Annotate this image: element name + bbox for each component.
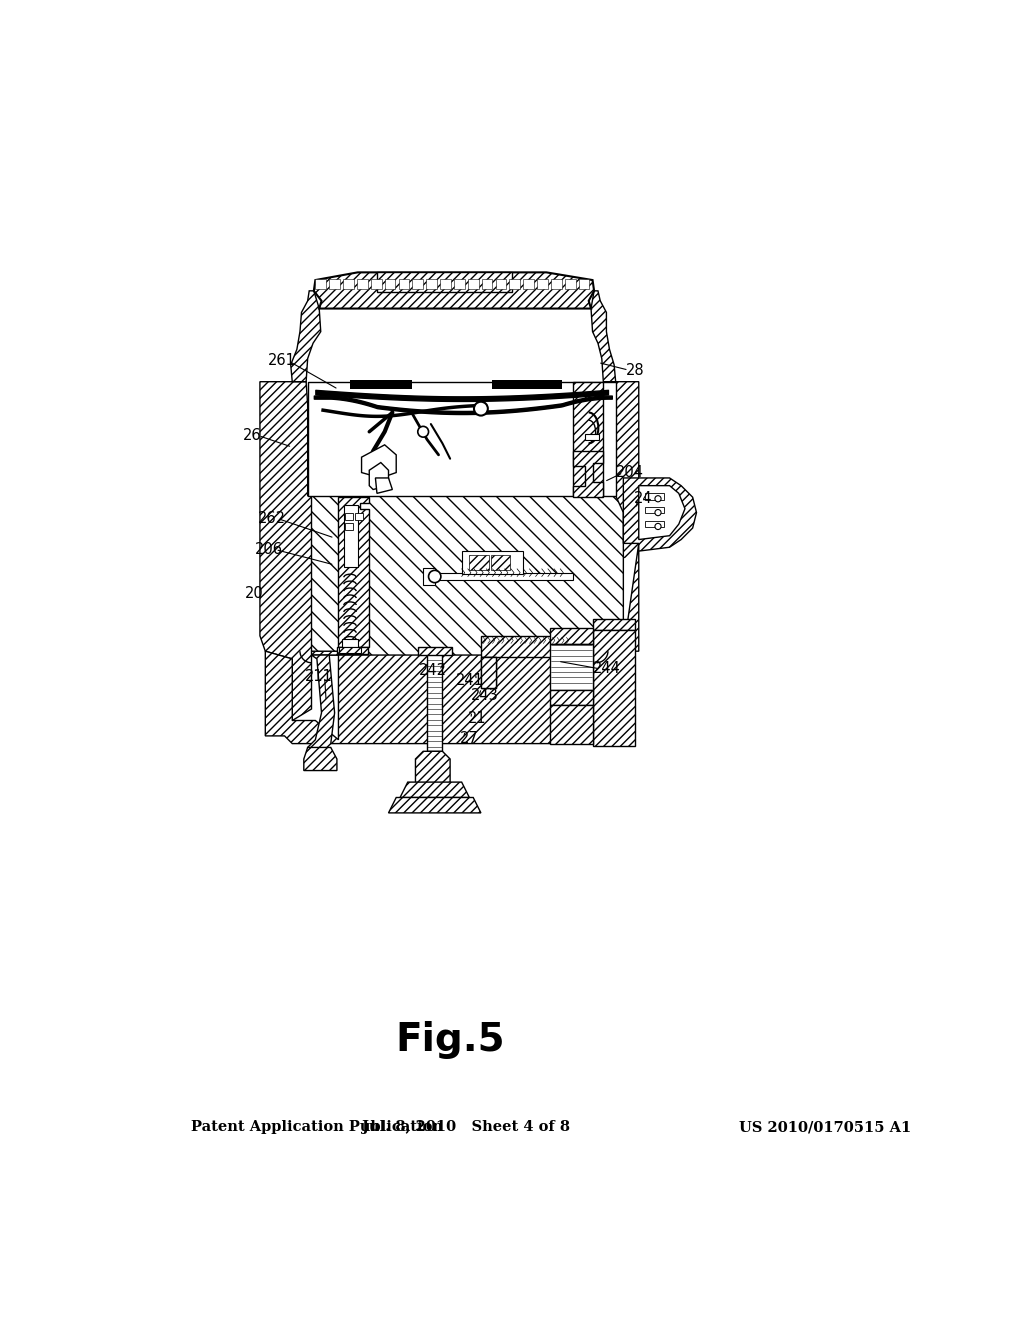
Bar <box>355 512 364 520</box>
Bar <box>343 280 354 289</box>
Bar <box>565 280 575 289</box>
Text: 28: 28 <box>626 363 644 378</box>
Circle shape <box>655 523 662 529</box>
Text: 21: 21 <box>468 711 486 726</box>
Bar <box>645 494 665 499</box>
Text: Fig.5: Fig.5 <box>395 1022 505 1059</box>
Bar <box>345 512 353 520</box>
Bar <box>344 504 357 566</box>
Text: 211: 211 <box>304 669 333 684</box>
Bar <box>593 619 635 631</box>
Bar <box>330 280 340 289</box>
Bar <box>550 628 593 644</box>
Bar <box>413 280 423 289</box>
Polygon shape <box>291 290 321 381</box>
Bar <box>307 381 615 496</box>
Bar <box>440 280 451 289</box>
Bar <box>550 690 593 705</box>
Bar <box>315 280 326 289</box>
Bar <box>377 272 512 292</box>
Text: 24: 24 <box>634 491 652 507</box>
Bar <box>462 552 523 574</box>
Bar <box>423 568 435 585</box>
Bar <box>645 521 665 527</box>
Bar <box>585 434 599 441</box>
Text: 242: 242 <box>419 663 447 678</box>
Bar <box>481 280 493 289</box>
Text: 206: 206 <box>255 543 284 557</box>
Polygon shape <box>265 544 639 743</box>
Bar <box>371 280 382 289</box>
Text: US 2010/0170515 A1: US 2010/0170515 A1 <box>739 1121 911 1134</box>
Polygon shape <box>370 462 388 490</box>
Bar <box>426 280 437 289</box>
Text: 204: 204 <box>615 465 643 480</box>
Circle shape <box>655 495 662 502</box>
Polygon shape <box>639 486 685 540</box>
Polygon shape <box>361 445 396 478</box>
Bar <box>579 280 590 289</box>
Polygon shape <box>304 747 337 771</box>
Bar <box>469 554 488 570</box>
Text: 244: 244 <box>593 661 621 676</box>
Polygon shape <box>313 272 594 309</box>
Bar <box>493 380 562 389</box>
Bar <box>645 507 665 513</box>
Bar <box>490 554 510 570</box>
Text: 20: 20 <box>245 586 263 601</box>
Bar <box>350 380 412 389</box>
Circle shape <box>429 570 441 582</box>
Bar <box>509 280 520 289</box>
Circle shape <box>474 401 487 416</box>
Polygon shape <box>339 498 370 647</box>
Bar <box>339 647 360 653</box>
Bar <box>496 280 506 289</box>
Polygon shape <box>573 451 603 498</box>
Polygon shape <box>376 478 392 494</box>
Polygon shape <box>416 751 451 789</box>
Bar <box>538 280 548 289</box>
Bar <box>342 639 358 647</box>
Bar <box>427 651 442 751</box>
Text: 27: 27 <box>460 731 479 746</box>
Polygon shape <box>307 496 624 655</box>
Bar <box>454 280 465 289</box>
Bar <box>337 647 368 653</box>
Text: 261: 261 <box>268 354 296 368</box>
Bar <box>385 280 395 289</box>
Bar <box>468 280 478 289</box>
Circle shape <box>418 426 429 437</box>
Bar <box>398 280 410 289</box>
Text: 243: 243 <box>471 688 499 704</box>
Bar <box>345 523 353 531</box>
Bar <box>523 280 535 289</box>
Text: Patent Application Publication: Patent Application Publication <box>190 1121 442 1134</box>
Polygon shape <box>624 478 696 552</box>
Polygon shape <box>260 381 354 721</box>
Polygon shape <box>591 290 615 381</box>
Bar <box>551 280 562 289</box>
Text: 262: 262 <box>258 511 287 527</box>
Bar <box>357 280 368 289</box>
Text: 241: 241 <box>457 673 484 688</box>
Circle shape <box>655 510 662 516</box>
Bar <box>550 644 593 689</box>
Polygon shape <box>388 797 481 813</box>
Bar <box>481 657 497 688</box>
Polygon shape <box>307 655 335 755</box>
Bar <box>418 647 452 655</box>
Bar <box>481 636 569 657</box>
Bar <box>431 573 573 581</box>
Text: 26: 26 <box>243 428 261 444</box>
Bar <box>481 657 497 688</box>
Text: Jul. 8, 2010   Sheet 4 of 8: Jul. 8, 2010 Sheet 4 of 8 <box>361 1121 569 1134</box>
Polygon shape <box>573 381 639 562</box>
Bar <box>593 631 635 746</box>
Bar <box>550 705 593 743</box>
Polygon shape <box>573 381 603 496</box>
Polygon shape <box>400 781 469 797</box>
